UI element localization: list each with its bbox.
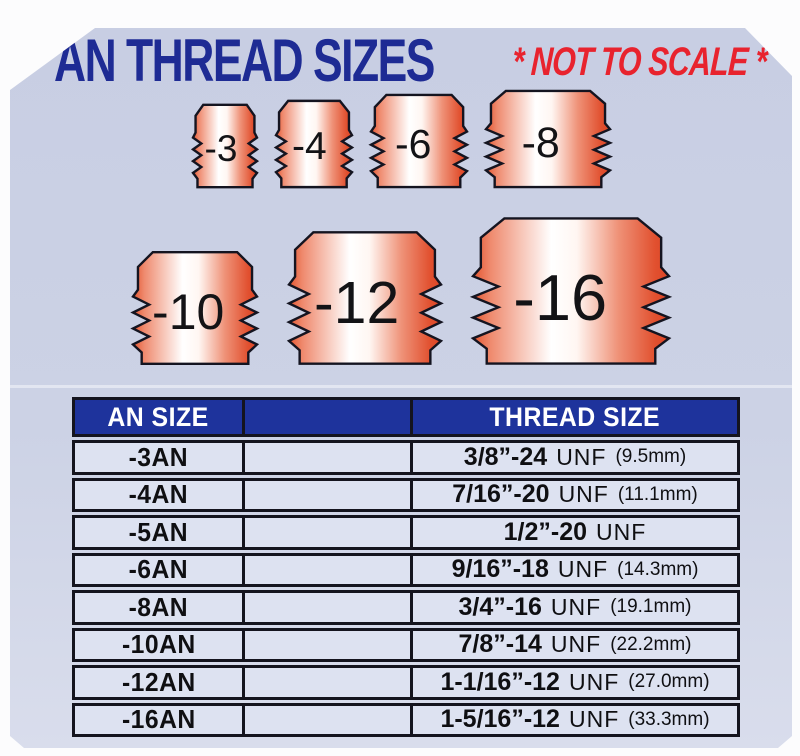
header-label: AN SIZE: [107, 401, 210, 432]
section-divider: [10, 385, 792, 388]
fitting-label: -16: [513, 261, 608, 335]
metric-equivalent: (19.1mm): [610, 596, 692, 618]
metric-equivalent: (27.0mm): [628, 671, 710, 693]
spacer-cell: [245, 443, 413, 472]
spacer-cell: [245, 593, 413, 622]
fitting-label: -12: [314, 269, 400, 336]
page-title: AN THREAD SIZES: [54, 26, 434, 94]
thread-standard: UNF: [568, 668, 620, 695]
thread-size-value: 7/8”-14: [458, 630, 542, 659]
table-row: -8AN 3/4”-16 UNF (19.1mm): [72, 590, 740, 625]
fitting-label: -6: [394, 120, 432, 167]
spacer-cell: [245, 481, 413, 510]
an-size-value: -4AN: [128, 479, 189, 510]
spacer-cell: [245, 556, 413, 585]
thread-size-cell: 7/8”-14 UNF (22.2mm): [413, 631, 737, 660]
main-panel: AN THREAD SIZES * NOT TO SCALE * -3 -4 -6-…: [10, 28, 792, 748]
an-size-value: -8AN: [128, 591, 189, 622]
fitting-label: -4: [291, 125, 327, 169]
an-fitting-8: -8: [486, 90, 610, 188]
an-size-value: -3AN: [128, 441, 189, 472]
fitting-label: -3: [204, 127, 238, 169]
table-header-spacer: [245, 400, 413, 434]
spacer-cell: [245, 706, 413, 735]
fitting-shape: [371, 94, 467, 188]
metric-equivalent: (11.1mm): [617, 483, 698, 505]
thread-size-value: 1-1/16”-12: [440, 667, 560, 696]
thread-standard: UNF: [557, 556, 609, 583]
an-fitting-6: -6: [371, 94, 467, 188]
an-fitting-4: -4: [276, 100, 352, 188]
fitting-label: -10: [152, 284, 225, 341]
not-to-scale-label: * NOT TO SCALE *: [510, 39, 768, 84]
an-size-cell: -4AN: [75, 481, 245, 510]
thread-standard: UNF: [568, 706, 620, 733]
fittings-row-2: -10 -12 -16: [10, 217, 792, 365]
table-body: -3AN 3/8”-24 UNF (9.5mm) -4AN 7/16”-20 UNF (11.…: [72, 440, 740, 737]
thread-size-value: 1-5/16”-12: [440, 705, 560, 734]
an-size-cell: -10AN: [75, 631, 245, 660]
table-row: -4AN 7/16”-20 UNF (11.1mm): [72, 478, 740, 513]
an-fitting-10: -10: [133, 251, 257, 365]
an-size-cell: -6AN: [75, 556, 245, 585]
thread-size-value: 7/16”-20: [452, 480, 550, 509]
an-size-cell: -16AN: [75, 706, 245, 735]
thread-size-cell: 1-5/16”-12 UNF (33.3mm): [413, 706, 737, 735]
metric-equivalent: (9.5mm): [615, 446, 687, 468]
an-thread-table: AN SIZE THREAD SIZE -3AN 3/8”-24 UNF (9.5mm…: [72, 397, 740, 737]
thread-standard: UNF: [556, 443, 607, 470]
an-size-cell: -8AN: [75, 593, 245, 622]
thread-size-cell: 9/16”-18 UNF (14.3mm): [413, 556, 737, 585]
an-size-cell: -3AN: [75, 443, 245, 472]
an-size-value: -6AN: [128, 554, 189, 585]
metric-equivalent: (33.3mm): [628, 708, 710, 730]
fitting-shape: [486, 90, 610, 188]
table-header-an-size: AN SIZE: [75, 400, 245, 434]
thread-size-cell: 1-1/16”-12 UNF (27.0mm): [413, 668, 737, 697]
an-size-value: -12AN: [121, 666, 196, 697]
header-label: THREAD SIZE: [489, 401, 661, 432]
spacer-cell: [245, 631, 413, 660]
table-row: -12AN 1-1/16”-12 UNF (27.0mm): [72, 665, 740, 700]
fitting-shape: [133, 251, 257, 365]
an-size-cell: -12AN: [75, 668, 245, 697]
fitting-shape: [193, 104, 257, 188]
fitting-shape: [276, 100, 352, 188]
thread-size-value: 1/2”-20: [503, 517, 588, 546]
an-fitting-16: -16: [473, 217, 669, 365]
thread-size-value: 9/16”-18: [451, 555, 549, 584]
table-row: -6AN 9/16”-18 UNF (14.3mm): [72, 553, 740, 588]
fitting-shape: [289, 231, 441, 365]
thread-standard: UNF: [596, 518, 647, 545]
table-row: -3AN 3/8”-24 UNF (9.5mm): [72, 440, 740, 475]
thread-size-cell: 1/2”-20 UNF: [413, 518, 737, 547]
thread-size-cell: 3/4”-16 UNF (19.1mm): [413, 593, 737, 622]
thread-standard: UNF: [558, 481, 609, 508]
table-row: -16AN 1-5/16”-12 UNF (33.3mm): [72, 703, 740, 738]
an-size-cell: -5AN: [75, 518, 245, 547]
thread-size-value: 3/8”-24: [463, 442, 548, 471]
table-header-row: AN SIZE THREAD SIZE: [72, 397, 740, 437]
spacer-cell: [245, 518, 413, 547]
table-row: -10AN 7/8”-14 UNF (22.2mm): [72, 628, 740, 663]
an-fitting-12: -12: [289, 231, 441, 365]
spacer-cell: [245, 668, 413, 697]
an-size-value: -10AN: [121, 629, 196, 660]
thread-standard: UNF: [550, 593, 602, 620]
an-size-value: -5AN: [128, 516, 189, 547]
table-header-thread-size: THREAD SIZE: [413, 400, 737, 434]
thread-size-value: 3/4”-16: [458, 592, 542, 621]
an-size-value: -16AN: [121, 704, 196, 735]
thread-standard: UNF: [550, 631, 602, 658]
fittings-row-1: -3 -4 -6 -8: [10, 90, 792, 188]
an-fitting-3: -3: [193, 104, 257, 188]
fitting-label: -8: [521, 118, 560, 167]
thread-size-cell: 3/8”-24 UNF (9.5mm): [413, 443, 737, 472]
fitting-shape: [473, 217, 669, 365]
metric-equivalent: (22.2mm): [610, 633, 692, 655]
thread-size-cell: 7/16”-20 UNF (11.1mm): [413, 481, 737, 510]
table-row: -5AN 1/2”-20 UNF: [72, 515, 740, 550]
metric-equivalent: (14.3mm): [617, 558, 699, 580]
